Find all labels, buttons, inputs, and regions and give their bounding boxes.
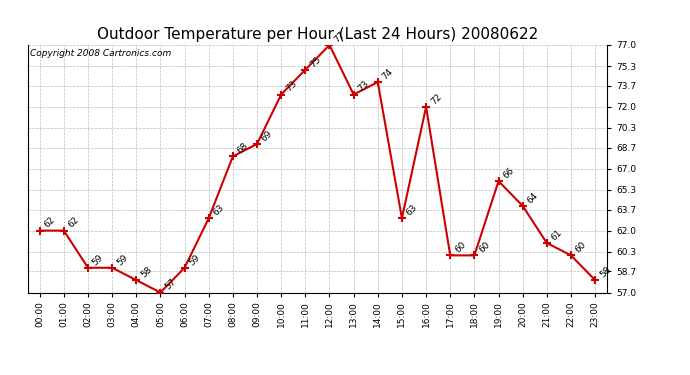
Text: 69: 69 <box>260 129 275 143</box>
Text: 58: 58 <box>139 265 154 279</box>
Text: 59: 59 <box>115 252 130 267</box>
Text: 57: 57 <box>164 277 178 292</box>
Text: 73: 73 <box>357 79 371 94</box>
Text: 77: 77 <box>333 30 347 44</box>
Text: 58: 58 <box>598 265 613 279</box>
Text: 59: 59 <box>91 252 106 267</box>
Text: 61: 61 <box>550 228 564 242</box>
Title: Outdoor Temperature per Hour (Last 24 Hours) 20080622: Outdoor Temperature per Hour (Last 24 Ho… <box>97 27 538 42</box>
Text: 74: 74 <box>381 67 395 81</box>
Text: 68: 68 <box>236 141 250 156</box>
Text: Copyright 2008 Cartronics.com: Copyright 2008 Cartronics.com <box>30 49 172 58</box>
Text: 60: 60 <box>477 240 492 255</box>
Text: 62: 62 <box>43 216 57 230</box>
Text: 72: 72 <box>429 92 443 106</box>
Text: 63: 63 <box>212 203 226 217</box>
Text: 59: 59 <box>188 252 202 267</box>
Text: 60: 60 <box>453 240 468 255</box>
Text: 62: 62 <box>67 216 81 230</box>
Text: 63: 63 <box>405 203 420 217</box>
Text: 75: 75 <box>308 54 323 69</box>
Text: 73: 73 <box>284 79 299 94</box>
Text: 66: 66 <box>502 166 516 180</box>
Text: 60: 60 <box>574 240 589 255</box>
Text: 64: 64 <box>526 191 540 205</box>
